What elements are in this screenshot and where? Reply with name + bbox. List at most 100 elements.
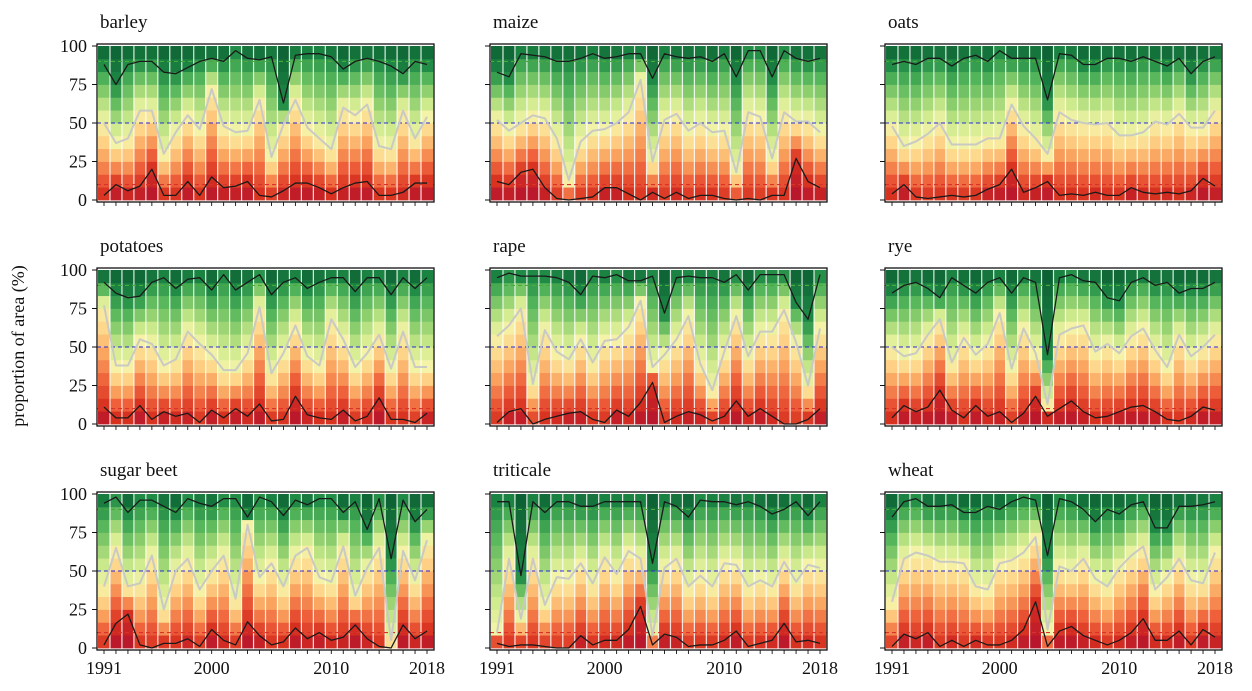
heat-cell <box>229 347 242 361</box>
heat-cell <box>993 494 1006 508</box>
heat-cell <box>718 295 731 309</box>
heat-cell <box>1185 609 1198 623</box>
heat-cell <box>993 46 1006 60</box>
heat-cell <box>491 295 504 309</box>
heat-cell <box>586 372 599 386</box>
heat-cell <box>909 282 923 297</box>
heat-cell <box>421 308 434 322</box>
heat-cell <box>598 372 611 386</box>
heat-cell <box>778 385 791 399</box>
heat-cell <box>538 135 552 150</box>
heat-cell <box>325 270 338 284</box>
panel-title: rye <box>888 236 912 257</box>
heat-cell <box>766 295 779 309</box>
heat-cell <box>421 46 434 60</box>
heat-cell <box>265 46 278 60</box>
heat-cell <box>205 295 218 309</box>
heat-cell <box>1017 58 1030 73</box>
year-column <box>397 270 410 425</box>
heat-cell <box>957 97 971 111</box>
heat-cell <box>145 148 159 162</box>
heat-cell <box>349 161 362 175</box>
heat-cell <box>610 123 623 137</box>
heat-cell <box>253 609 266 623</box>
heat-cell <box>289 545 302 559</box>
heat-cell <box>421 571 434 585</box>
heat-cell <box>634 583 647 598</box>
heat-cell <box>157 46 171 60</box>
heat-cell <box>133 97 147 111</box>
heat-cell <box>1005 635 1018 649</box>
heat-cell <box>277 321 290 335</box>
heat-cell <box>157 295 171 309</box>
heat-cell <box>730 635 743 649</box>
heat-cell <box>1053 270 1066 284</box>
heat-cell <box>217 84 230 98</box>
heat-cell <box>337 135 350 150</box>
heat-cell <box>897 123 911 137</box>
year-column <box>1101 46 1114 201</box>
heat-cell <box>778 596 791 610</box>
heat-cell <box>1017 282 1030 297</box>
heat-cell <box>277 135 290 150</box>
heat-cell <box>538 347 552 361</box>
heat-cell <box>385 321 398 335</box>
heat-cell <box>109 571 123 585</box>
heat-cell <box>133 295 147 309</box>
heat-cell <box>814 71 827 85</box>
heat-cell <box>325 411 338 425</box>
year-column <box>181 46 195 201</box>
heat-cell <box>778 545 791 559</box>
heat-cell <box>766 398 779 412</box>
year-column <box>718 46 731 201</box>
heat-cell <box>921 187 935 201</box>
heat-cell <box>181 187 195 201</box>
heat-cell <box>718 532 731 546</box>
heat-cell <box>622 71 635 85</box>
heat-cell <box>682 506 695 521</box>
heat-cell <box>1101 58 1114 73</box>
heat-cell <box>730 532 743 546</box>
heat-cell <box>109 97 123 111</box>
heat-cell <box>337 609 350 623</box>
heat-cell <box>706 123 719 137</box>
heat-cell <box>1209 321 1222 335</box>
heat-cell <box>574 97 588 111</box>
heat-cell <box>157 97 171 111</box>
heat-cell <box>814 596 827 610</box>
heat-cell <box>133 347 147 361</box>
heat-cell <box>730 282 743 297</box>
heat-cell <box>694 270 707 284</box>
heat-cell <box>622 174 635 188</box>
heat-cell <box>109 532 123 546</box>
heat-cell <box>1041 609 1054 623</box>
heat-cell <box>897 347 911 361</box>
heat-cell <box>301 571 314 585</box>
heat-cell <box>646 295 659 309</box>
heat-cell <box>778 411 791 425</box>
heat-cell <box>742 596 755 610</box>
heat-cell <box>682 385 695 399</box>
heat-cell <box>1113 58 1126 73</box>
heat-cell <box>313 187 326 201</box>
heat-cell <box>1041 97 1054 111</box>
heat-cell <box>502 411 516 425</box>
lower-line <box>103 395 428 424</box>
heat-cell <box>181 46 195 60</box>
heat-cell <box>766 46 779 60</box>
heat-cell <box>586 71 599 85</box>
heat-cell <box>169 97 183 111</box>
heat-cell <box>957 135 971 150</box>
heat-cell <box>550 58 564 73</box>
heat-cell <box>514 571 528 585</box>
heat-cell <box>706 494 719 508</box>
heat-cell <box>562 46 576 60</box>
heat-cell <box>337 270 350 284</box>
year-column <box>181 494 195 649</box>
heat-cell <box>1077 635 1090 649</box>
year-column <box>121 46 135 201</box>
heat-cell <box>289 385 302 399</box>
heat-cell <box>169 46 183 60</box>
year-column <box>790 270 803 425</box>
heat-cell <box>682 97 695 111</box>
